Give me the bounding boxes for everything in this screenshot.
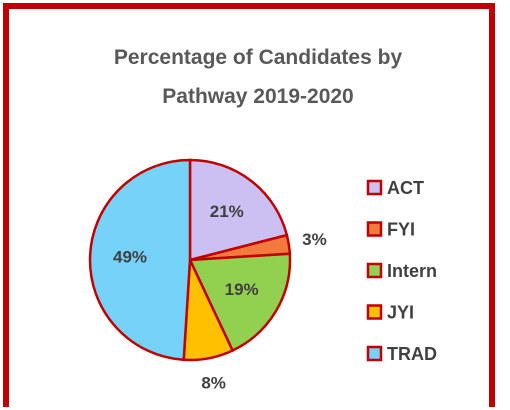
data-label: 3% [302,230,327,249]
legend-label: JYI [387,302,414,322]
legend-swatch [366,221,383,237]
legend-swatch [366,345,383,362]
legend-label: FYI [387,219,415,239]
data-label: 21% [210,202,244,221]
legend-swatch [366,304,383,320]
legend-swatch [366,179,383,196]
legend-label: TRAD [387,344,437,364]
pie-slice [188,158,289,262]
data-label: 19% [225,280,259,299]
pie-slice [188,252,292,353]
data-label: 49% [113,248,147,267]
legend-swatch [366,262,383,279]
legend-label: Intern [387,261,437,281]
chart-title: Percentage of Candidates by Pathway 2019… [113,46,403,108]
data-label: 8% [201,373,226,392]
legend-label: ACT [387,178,424,198]
chart-frame [3,3,495,407]
pie-slice [88,158,192,362]
